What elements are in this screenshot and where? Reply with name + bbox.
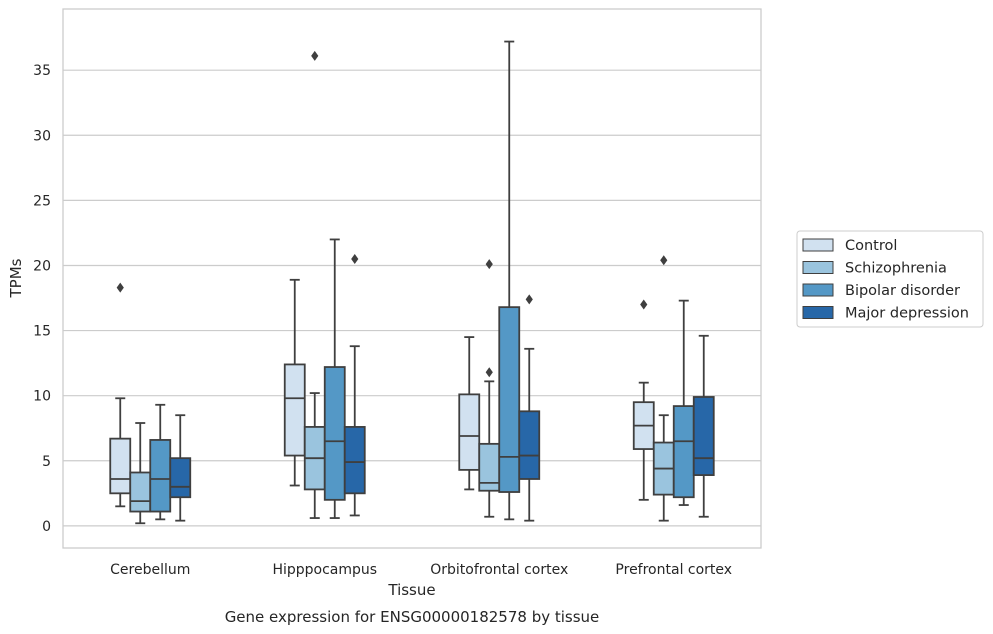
box-group bbox=[169, 414, 192, 522]
box bbox=[129, 471, 152, 513]
box bbox=[458, 393, 481, 471]
outlier-point bbox=[660, 255, 668, 266]
box-group bbox=[283, 278, 306, 487]
y-tick-label: 15 bbox=[33, 324, 51, 340]
box-group bbox=[478, 259, 501, 518]
box bbox=[323, 366, 346, 501]
box bbox=[692, 396, 715, 476]
box-group bbox=[518, 294, 541, 522]
outlier-point bbox=[351, 253, 359, 264]
box bbox=[283, 363, 306, 457]
legend-swatch bbox=[802, 283, 834, 297]
y-tick-label: 20 bbox=[33, 258, 51, 274]
box-group bbox=[109, 282, 132, 508]
box bbox=[498, 306, 521, 493]
legend-swatch bbox=[802, 261, 834, 274]
y-tick-label: 10 bbox=[33, 389, 51, 405]
box-group bbox=[498, 40, 521, 521]
legend-label: Major depression bbox=[845, 306, 969, 322]
y-tick-label: 5 bbox=[42, 454, 51, 470]
box-group bbox=[672, 299, 695, 506]
y-tick-label: 25 bbox=[33, 193, 51, 209]
x-tick-label: Cerebellum bbox=[110, 562, 190, 578]
box bbox=[518, 410, 541, 480]
box bbox=[169, 457, 192, 499]
legend-label: Control bbox=[845, 238, 897, 254]
legend-swatch bbox=[802, 306, 834, 319]
x-axis-label: Tissue bbox=[387, 581, 435, 599]
box-group bbox=[323, 238, 346, 519]
y-axis-label: TPMs bbox=[7, 258, 25, 298]
outlier-point bbox=[640, 299, 648, 310]
outlier-point bbox=[311, 50, 319, 61]
box bbox=[149, 439, 172, 513]
outlier-point bbox=[485, 367, 493, 378]
legend-label: Bipolar disorder bbox=[845, 283, 960, 299]
outlier-point bbox=[485, 259, 493, 270]
legend-frame bbox=[796, 230, 984, 328]
x-tick-labels: Cerebellum Hipppocampus Orbitofrontal cort… bbox=[110, 562, 732, 578]
box bbox=[109, 437, 132, 495]
box-group bbox=[692, 334, 715, 518]
x-tick-label: Hipppocampus bbox=[272, 562, 377, 578]
box bbox=[672, 405, 695, 499]
plot-frame bbox=[62, 8, 762, 549]
y-tick-label: 0 bbox=[42, 519, 51, 535]
boxes bbox=[109, 40, 715, 525]
outlier-point bbox=[116, 282, 124, 293]
y-tick-labels: 0 5 10 15 20 25 30 35 bbox=[33, 63, 51, 535]
box-group bbox=[458, 336, 481, 491]
y-tick-label: 35 bbox=[33, 63, 51, 79]
box bbox=[343, 426, 366, 495]
outlier-point bbox=[525, 294, 533, 305]
legend: Control Schizophrenia Bipolar disorder Majo… bbox=[796, 230, 984, 328]
legend-swatch bbox=[802, 238, 834, 252]
x-tick-label: Prefrontal cortex bbox=[615, 562, 732, 578]
chart-caption: Gene expression for ENSG00000182578 by t… bbox=[225, 608, 600, 626]
box-group bbox=[303, 50, 326, 519]
box-group bbox=[652, 255, 675, 522]
legend-label: Schizophrenia bbox=[845, 261, 947, 277]
legend-entries: Control Schizophrenia Bipolar disorder Majo… bbox=[802, 238, 969, 322]
box-group bbox=[343, 253, 366, 517]
y-tick-label: 30 bbox=[33, 128, 51, 144]
box-group bbox=[129, 422, 152, 525]
box-group bbox=[149, 403, 172, 521]
box-group bbox=[632, 299, 655, 501]
x-tick-label: Orbitofrontal cortex bbox=[430, 562, 568, 578]
